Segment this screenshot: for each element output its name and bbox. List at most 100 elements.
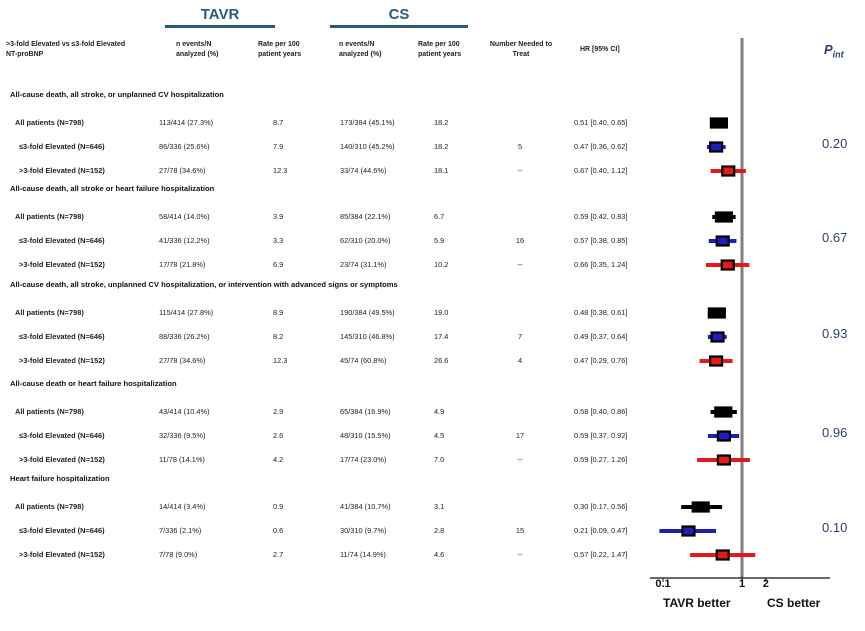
hr-point-box (714, 406, 733, 418)
x-tick-label: 0.1 (655, 578, 671, 590)
cs-events-cell: 45/74 (60.8%) (340, 356, 387, 365)
nnt-cell: 17 (515, 431, 525, 440)
hr-point-box (709, 117, 728, 129)
row-label: >3-fold Elevated (N=152) (19, 166, 105, 175)
cs-events-cell: 85/384 (22.1%) (340, 212, 391, 221)
row-label: ≤3-fold Elevated (N=646) (19, 236, 105, 245)
tavr-rate-cell: 8.2 (273, 332, 284, 341)
tavr-group-underline (165, 25, 275, 28)
cs-events-cell: 30/310 (9.7%) (340, 526, 387, 535)
row-label: >3-fold Elevated (N=152) (19, 550, 105, 559)
forest-row-all (712, 211, 736, 223)
hr-point-box (708, 141, 724, 153)
hr-point-box (715, 235, 730, 247)
cs-rate-cell: 4.9 (434, 407, 445, 416)
cs-rate-cell: 19.0 (434, 308, 449, 317)
cs-group-underline (330, 25, 468, 28)
cs-events-cell: 173/384 (45.1%) (340, 118, 395, 127)
tavr-rate-cell: 12.3 (273, 166, 288, 175)
hr-ci-cell: 0.48 [0.38, 0.61] (574, 308, 628, 317)
row-label: All patients (N=798) (15, 212, 84, 221)
nnt-cell: 16 (515, 236, 525, 245)
forest-row-low (706, 141, 726, 153)
cs-events-header-line2: analyzed (%) (339, 51, 382, 58)
forest-row-low (659, 525, 717, 537)
row-label: >3-fold Elevated (N=152) (19, 455, 105, 464)
tavr-events-cell: 11/78 (14.1%) (159, 455, 205, 464)
forest-row-high (697, 454, 750, 466)
cs-rate-cell: 6.7 (434, 212, 445, 221)
row-label: All patients (N=798) (15, 407, 84, 416)
forest-row-high (710, 165, 746, 177)
hr-point-box (716, 430, 731, 442)
tavr-events-cell: 17/78 (21.8%) (159, 260, 206, 269)
cs-events-cell: 33/74 (44.6%) (340, 166, 387, 175)
pint-value: 0.93 (822, 326, 848, 341)
section-title: Heart failure hospitalization (10, 474, 110, 483)
cs-rate-cell: 18.1 (434, 166, 449, 175)
tavr-events-cell: 27/78 (34.6%) (159, 356, 206, 365)
cs-events-header: n events/N analyzed (%) (339, 40, 381, 60)
nnt-header: Number Needed to Treat (486, 40, 556, 60)
hr-ci-cell: 0.59 [0.42, 0.83] (574, 212, 628, 221)
tavr-events-cell: 113/414 (27.3%) (159, 118, 214, 127)
row-label: All patients (N=798) (15, 118, 84, 127)
tavr-rate-header-line1: Rate per 100 (258, 41, 300, 48)
tavr-events-cell: 14/414 (3.4%) (159, 502, 206, 511)
pint-header-letter: P (824, 42, 833, 57)
hr-ci-cell: 0.67 [0.40, 1.12] (574, 166, 628, 175)
cs-events-cell: 190/384 (49.5%) (340, 308, 395, 317)
tavr-events-cell: 115/414 (27.8%) (159, 308, 214, 317)
hr-point-box (707, 307, 726, 319)
cs-rate-cell: 3.1 (434, 502, 445, 511)
row-label: All patients (N=798) (15, 502, 84, 511)
pint-value: 0.10 (822, 520, 848, 535)
hr-point-box (715, 549, 730, 561)
cs-rate-cell: 5.9 (434, 236, 445, 245)
nnt-header-line1: Number Needed to (489, 41, 553, 48)
forest-row-all (707, 307, 726, 319)
comparison-label-line1: >3-fold Elevated vs ≤3-fold Elevated (6, 41, 126, 48)
row-label: ≤3-fold Elevated (N=646) (19, 431, 105, 440)
tavr-rate-cell: 12.3 (273, 356, 288, 365)
cs-rate-cell: 2.8 (434, 526, 445, 535)
tavr-rate-cell: 3.3 (273, 236, 284, 245)
hr-ci-cell: 0.57 [0.38, 0.85] (574, 236, 628, 245)
cs-rate-cell: 4.5 (434, 431, 445, 440)
cs-events-cell: 62/310 (20.0%) (340, 236, 391, 245)
forest-row-all (710, 406, 737, 418)
row-label: ≤3-fold Elevated (N=646) (19, 142, 105, 151)
forest-row-low (708, 235, 737, 247)
section-title: All-cause death, all stroke or heart fai… (10, 184, 215, 193)
cs-rate-cell: 4.6 (434, 550, 445, 559)
cs-rate-header-line1: Rate per 100 (418, 41, 460, 48)
hr-ci-cell: 0.66 [0.35, 1.24] (574, 260, 628, 269)
row-label: >3-fold Elevated (N=152) (19, 356, 105, 365)
tavr-rate-cell: 0.9 (273, 502, 284, 511)
cs-rate-cell: 18.2 (434, 142, 449, 151)
nnt-cell: 15 (515, 526, 525, 535)
hr-point-box (691, 501, 710, 513)
hr-ci-cell: 0.58 [0.40, 0.86] (574, 407, 628, 416)
section-title: All-cause death, all stroke, unplanned C… (10, 280, 398, 289)
cs-rate-cell: 18.2 (434, 118, 449, 127)
cs-rate-header: Rate per 100 patient years (418, 40, 461, 60)
comparison-label-line2: NT-proBNP (6, 51, 44, 58)
tavr-rate-header-line2: patient years (258, 51, 302, 58)
tavr-events-cell: 27/78 (34.6%) (159, 166, 206, 175)
tavr-events-header: n events/N analyzed (%) (176, 40, 218, 60)
tavr-events-cell: 86/336 (25.6%) (159, 142, 210, 151)
cs-rate-header-line2: patient years (418, 51, 462, 58)
nnt-cell: -- (517, 455, 523, 464)
tavr-rate-cell: 8.7 (273, 118, 284, 127)
hr-ci-cell: 0.51 [0.40, 0.65] (574, 118, 628, 127)
tavr-rate-cell: 2.7 (273, 550, 284, 559)
cs-events-cell: 11/74 (14.9%) (340, 550, 386, 559)
x-tick-label: 2 (762, 578, 769, 590)
hr-ci-cell: 0.47 [0.29, 0.76] (574, 356, 628, 365)
forest-row-all (709, 117, 728, 129)
cs-events-cell: 23/74 (31.1%) (340, 260, 387, 269)
hr-point-box (708, 355, 724, 367)
tavr-events-cell: 88/336 (26.2%) (159, 332, 210, 341)
